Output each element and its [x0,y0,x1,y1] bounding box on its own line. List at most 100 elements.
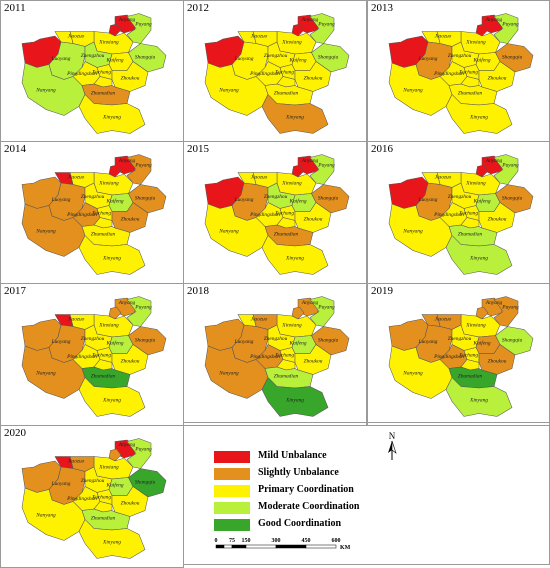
city-label-jiaozuo: Jiaozuo [435,34,452,40]
city-label-nanyang: Nanyang [218,371,239,377]
city-label-pingdingshan: Pingdingshan [66,354,97,360]
scale-segment [215,544,225,549]
city-label-kaifeng: Kaifeng [288,340,306,347]
city-label-puyang: Puyang [134,447,152,453]
city-label-nanyang: Nanyang [35,229,56,235]
city-label-jiaozuo: Jiaozuo [251,175,268,181]
city-label-puyang: Puyang [501,163,519,169]
city-label-puyang: Puyang [134,305,152,311]
scale-tick-label: 600 [332,538,341,544]
city-label-puyang: Puyang [317,163,335,169]
city-label-xuchang: Xuchang [91,211,111,217]
city-label-xinxiang: Xinxiang [281,323,302,329]
city-label-luoyang: Luoyang [51,197,71,203]
region-zhoukou [294,344,332,375]
city-label-zhengzhou: Zhengzhou [264,194,288,200]
city-label-kaifeng: Kaifeng [288,57,306,64]
scale-tick-label: 0 [215,538,218,544]
scale-segment [231,544,247,549]
region-xinyang [78,519,146,559]
city-label-nanyang: Nanyang [35,88,56,94]
city-label-puyang: Puyang [134,22,152,28]
region-zhoukou [111,344,149,375]
city-label-shangqiu: Shangqiu [135,55,156,61]
city-label-kaifeng: Kaifeng [472,198,490,205]
map-panel-2018: 2018 Anyang Puyang Jiaozuo Xinxiang Luoyang Zh… [183,283,367,426]
city-label-zhoukou: Zhoukou [121,501,140,507]
region-hebi [108,23,122,37]
city-label-anyang: Anyang [118,300,136,306]
region-zhoukou [111,202,149,233]
scale-unit: KM [340,545,351,551]
city-label-nanyang: Nanyang [218,88,239,94]
city-label-zhengzhou: Zhengzhou [264,336,288,342]
region-zhoukou [294,202,332,233]
city-label-shangqiu: Shangqiu [502,338,523,344]
north-arrow-icon: N [388,431,397,460]
city-label-xinxiang: Xinxiang [98,181,119,187]
region-xinyang [445,235,513,275]
year-label: 2020 [4,427,26,439]
city-label-xinyang: Xinyang [285,398,304,404]
scale-tick-label: 75 [229,538,235,544]
city-label-zhoukou: Zhoukou [488,217,507,223]
map-panel-2011: 2011 Anyang Puyang Jiaozuo Xinxiang Luoyang Zh… [0,0,184,143]
map-panel-2014: 2014 Anyang Puyang Jiaozuo Xinxiang Luoyang Zh… [0,141,184,284]
region-xinyang [445,94,513,134]
legend-label: Primary Coordination [258,484,354,495]
city-label-puyang: Puyang [134,163,152,169]
legend-swatch [214,485,250,497]
year-label: 2013 [371,2,393,14]
city-label-anyang: Anyang [301,158,319,164]
region-xinyang [261,94,329,134]
city-label-jiaozuo: Jiaozuo [435,317,452,323]
legend-swatch [214,451,250,463]
city-label-xuchang: Xuchang [458,70,478,76]
city-label-shangqiu: Shangqiu [318,196,339,202]
legend-label: Good Coordination [258,518,342,529]
city-label-anyang: Anyang [118,442,136,448]
city-label-shangqiu: Shangqiu [318,338,339,344]
city-label-xinyang: Xinyang [469,398,488,404]
city-label-anyang: Anyang [301,17,319,23]
city-label-anyang: Anyang [485,158,503,164]
city-label-luoyang: Luoyang [418,339,438,345]
scale-segment [223,544,233,549]
city-label-pingdingshan: Pingdingshan [433,354,464,360]
city-label-puyang: Puyang [501,22,519,28]
city-label-kaifeng: Kaifeng [472,57,490,64]
city-label-zhengzhou: Zhengzhou [81,53,105,59]
city-label-puyang: Puyang [317,22,335,28]
city-label-zhoukou: Zhoukou [304,217,323,223]
scale-tick-label: 450 [302,538,311,544]
region-hebi [108,306,122,320]
city-label-anyang: Anyang [301,300,319,306]
scale-tick-label: 150 [242,538,251,544]
map-panel-2016: 2016 Anyang Puyang Jiaozuo Xinxiang Luoyang Zh… [367,141,550,284]
city-label-zhoukou: Zhoukou [488,76,507,82]
legend-swatch [214,519,250,531]
city-label-puyang: Puyang [501,305,519,311]
city-label-nanyang: Nanyang [402,371,423,377]
city-label-zhengzhou: Zhengzhou [264,53,288,59]
city-label-pingdingshan: Pingdingshan [66,496,97,502]
region-zhoukou [478,61,516,92]
city-label-xuchang: Xuchang [91,70,111,76]
city-label-jiaozuo: Jiaozuo [251,34,268,40]
region-hebi [108,164,122,178]
city-label-xinxiang: Xinxiang [98,323,119,329]
scale-tick-label: 300 [272,538,281,544]
city-label-luoyang: Luoyang [418,56,438,62]
year-label: 2016 [371,143,393,155]
scale-segment [305,544,337,549]
map-panel-2017: 2017 Anyang Puyang Jiaozuo Xinxiang Luoyang Zh… [0,283,184,426]
city-label-kaifeng: Kaifeng [105,340,123,347]
region-hebi [108,448,122,462]
region-zhoukou [111,486,149,517]
city-label-zhumadian: Zhumadian [274,91,299,97]
city-label-zhengzhou: Zhengzhou [448,336,472,342]
